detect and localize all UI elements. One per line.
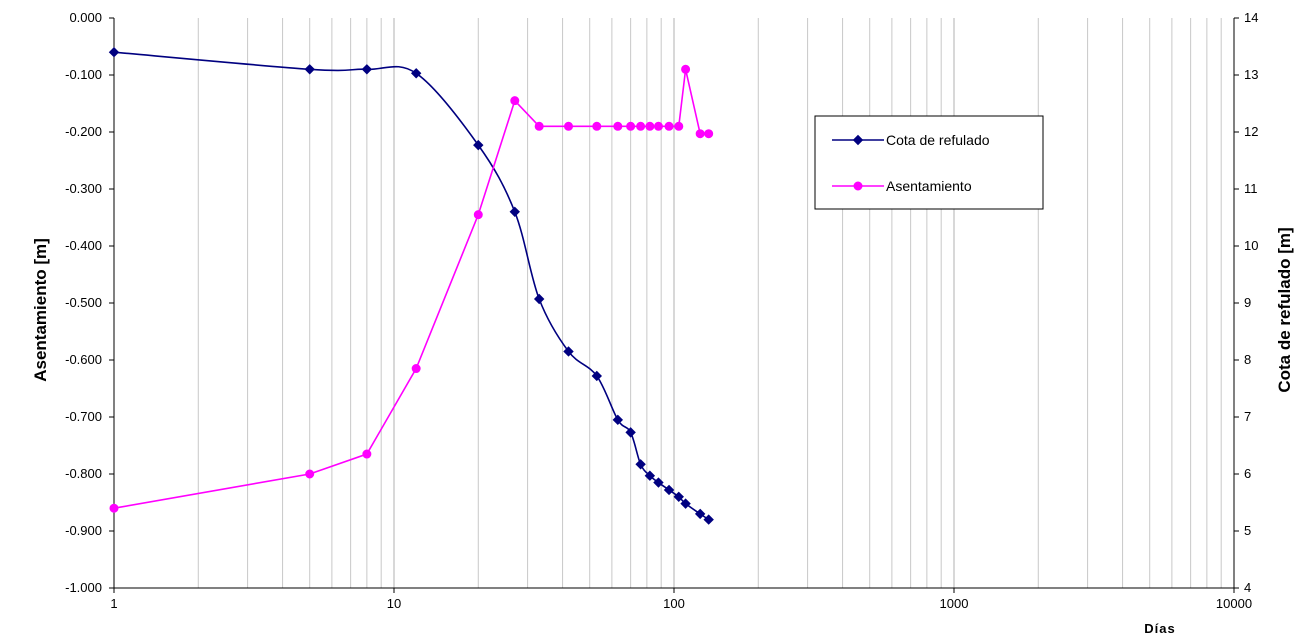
data-point	[663, 484, 675, 496]
data-point	[509, 206, 520, 218]
y-right-tick-label: 5	[1244, 523, 1251, 538]
y-right-tick-label: 12	[1244, 124, 1258, 139]
data-point	[674, 121, 684, 131]
y-left-tick-label: -0.200	[65, 124, 102, 139]
data-point	[694, 508, 706, 520]
data-point	[664, 121, 674, 131]
data-point	[653, 121, 663, 131]
y-left-tick-label: -0.500	[65, 295, 102, 310]
y-left-tick-label: -0.800	[65, 466, 102, 481]
data-point	[361, 64, 373, 75]
y-right-tick-label: 4	[1244, 580, 1251, 595]
data-point	[304, 64, 315, 75]
data-point	[612, 414, 624, 426]
x-tick-label: 1	[110, 596, 117, 611]
data-point	[510, 96, 520, 106]
legend-label: Cota de refulado	[886, 132, 990, 148]
data-point	[305, 469, 315, 479]
data-point	[109, 503, 119, 513]
y-right-tick-label: 7	[1244, 409, 1251, 424]
y-right-tick-label: 6	[1244, 466, 1251, 481]
data-point	[625, 427, 636, 438]
y-left-tick-label: -0.400	[65, 238, 102, 253]
legend: Cota de refulado Asentamiento	[814, 115, 1044, 210]
legend-label: Asentamiento	[886, 178, 972, 194]
data-point	[673, 491, 684, 503]
y-left-tick-label: -0.100	[65, 67, 102, 82]
series-asentamiento	[109, 64, 714, 513]
y-left-tick-label: -0.600	[65, 352, 102, 367]
data-point	[592, 121, 602, 131]
y-right-tick-label: 8	[1244, 352, 1251, 367]
series-line	[113, 69, 709, 509]
data-point	[411, 364, 421, 374]
series-group	[108, 46, 714, 525]
data-point	[534, 121, 544, 131]
x-tick-label: 10	[387, 596, 401, 611]
y-left-tick-label: -0.900	[65, 523, 102, 538]
data-point	[591, 370, 603, 382]
x-tick-label: 1000	[940, 596, 969, 611]
data-point	[680, 498, 691, 509]
data-point	[645, 121, 655, 131]
y-left-axis-title: Asentamiento [m]	[31, 238, 50, 382]
data-point	[410, 68, 422, 79]
y-right-tick-label: 13	[1244, 67, 1258, 82]
x-axis-title: Días	[1144, 621, 1175, 636]
y-left-tick-label: -0.700	[65, 409, 102, 424]
data-point	[626, 121, 636, 131]
x-tick-label: 100	[663, 596, 685, 611]
data-point	[563, 346, 574, 357]
data-point	[564, 121, 574, 131]
data-point	[473, 139, 484, 151]
data-point	[695, 129, 705, 139]
y-right-tick-label: 14	[1244, 10, 1258, 25]
data-point	[681, 64, 691, 74]
legend-marker	[852, 134, 864, 146]
x-tick-label: 10000	[1216, 596, 1252, 611]
data-point	[644, 470, 656, 481]
data-point	[635, 459, 646, 470]
y-right-tick-label: 10	[1244, 238, 1258, 253]
data-point	[533, 293, 545, 305]
legend-box	[814, 115, 1044, 210]
data-point	[362, 449, 372, 459]
y-left-tick-label: -0.300	[65, 181, 102, 196]
axes: 0.000 -0.100 -0.200 -0.300 -0.400 -0.500 -0.60…	[65, 10, 1258, 611]
data-point	[704, 129, 714, 139]
y-left-tick-label: 0.000	[69, 10, 102, 25]
y-right-axis-title: Cota de refulado [m]	[1275, 227, 1294, 392]
y-right-tick-label: 9	[1244, 295, 1251, 310]
y-right-tick-label: 11	[1244, 181, 1258, 196]
data-point	[473, 210, 483, 220]
data-point	[613, 121, 623, 131]
legend-marker	[853, 181, 863, 191]
data-point	[108, 46, 120, 58]
data-point	[703, 514, 714, 525]
grid-lines	[197, 18, 1222, 588]
y-left-tick-label: -1.000	[65, 580, 102, 595]
series-cota-de-refulado	[108, 46, 714, 525]
data-point	[653, 477, 664, 488]
data-point	[636, 121, 646, 131]
